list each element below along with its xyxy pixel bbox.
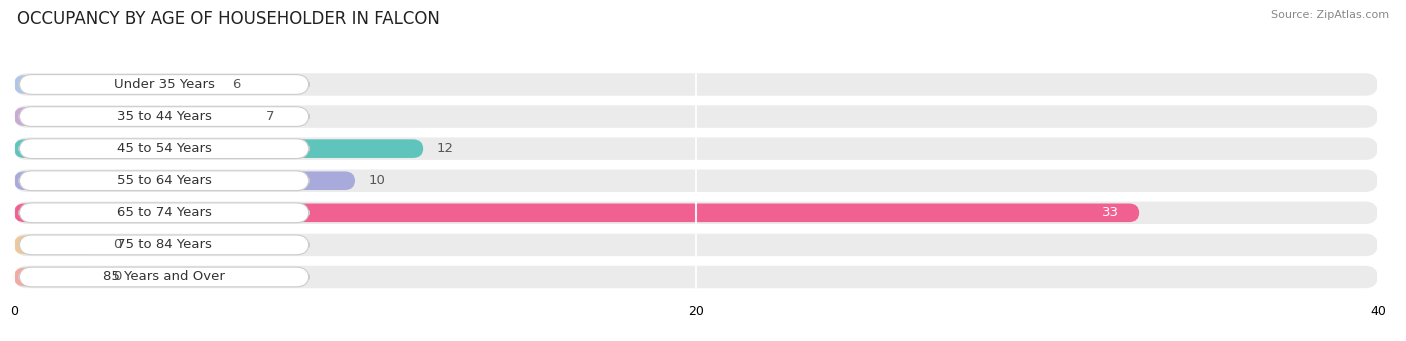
FancyBboxPatch shape [20,267,309,287]
Text: 45 to 54 Years: 45 to 54 Years [117,142,211,155]
FancyBboxPatch shape [14,268,100,286]
FancyBboxPatch shape [14,169,1378,192]
Text: 0: 0 [112,270,121,283]
Text: OCCUPANCY BY AGE OF HOUSEHOLDER IN FALCON: OCCUPANCY BY AGE OF HOUSEHOLDER IN FALCO… [17,10,440,28]
FancyBboxPatch shape [14,236,100,254]
FancyBboxPatch shape [20,75,309,94]
Text: 85 Years and Over: 85 Years and Over [103,270,225,283]
FancyBboxPatch shape [20,203,309,223]
FancyBboxPatch shape [14,204,1139,222]
FancyBboxPatch shape [14,202,1378,224]
FancyBboxPatch shape [14,139,423,158]
Text: 6: 6 [232,78,240,91]
FancyBboxPatch shape [20,171,309,191]
Text: 35 to 44 Years: 35 to 44 Years [117,110,211,123]
FancyBboxPatch shape [14,75,219,94]
Text: 75 to 84 Years: 75 to 84 Years [117,238,211,251]
Text: 10: 10 [368,174,385,187]
FancyBboxPatch shape [20,107,309,127]
FancyBboxPatch shape [14,172,356,190]
FancyBboxPatch shape [14,73,1378,96]
Text: 12: 12 [437,142,454,155]
Text: 55 to 64 Years: 55 to 64 Years [117,174,211,187]
Text: Source: ZipAtlas.com: Source: ZipAtlas.com [1271,10,1389,20]
FancyBboxPatch shape [14,105,1378,128]
FancyBboxPatch shape [14,107,253,126]
FancyBboxPatch shape [14,137,1378,160]
Text: Under 35 Years: Under 35 Years [114,78,215,91]
Text: 7: 7 [266,110,274,123]
FancyBboxPatch shape [14,266,1378,288]
FancyBboxPatch shape [14,234,1378,256]
Text: 0: 0 [112,238,121,251]
Text: 65 to 74 Years: 65 to 74 Years [117,206,211,219]
Text: 33: 33 [1102,206,1119,219]
FancyBboxPatch shape [20,139,309,159]
FancyBboxPatch shape [20,235,309,255]
